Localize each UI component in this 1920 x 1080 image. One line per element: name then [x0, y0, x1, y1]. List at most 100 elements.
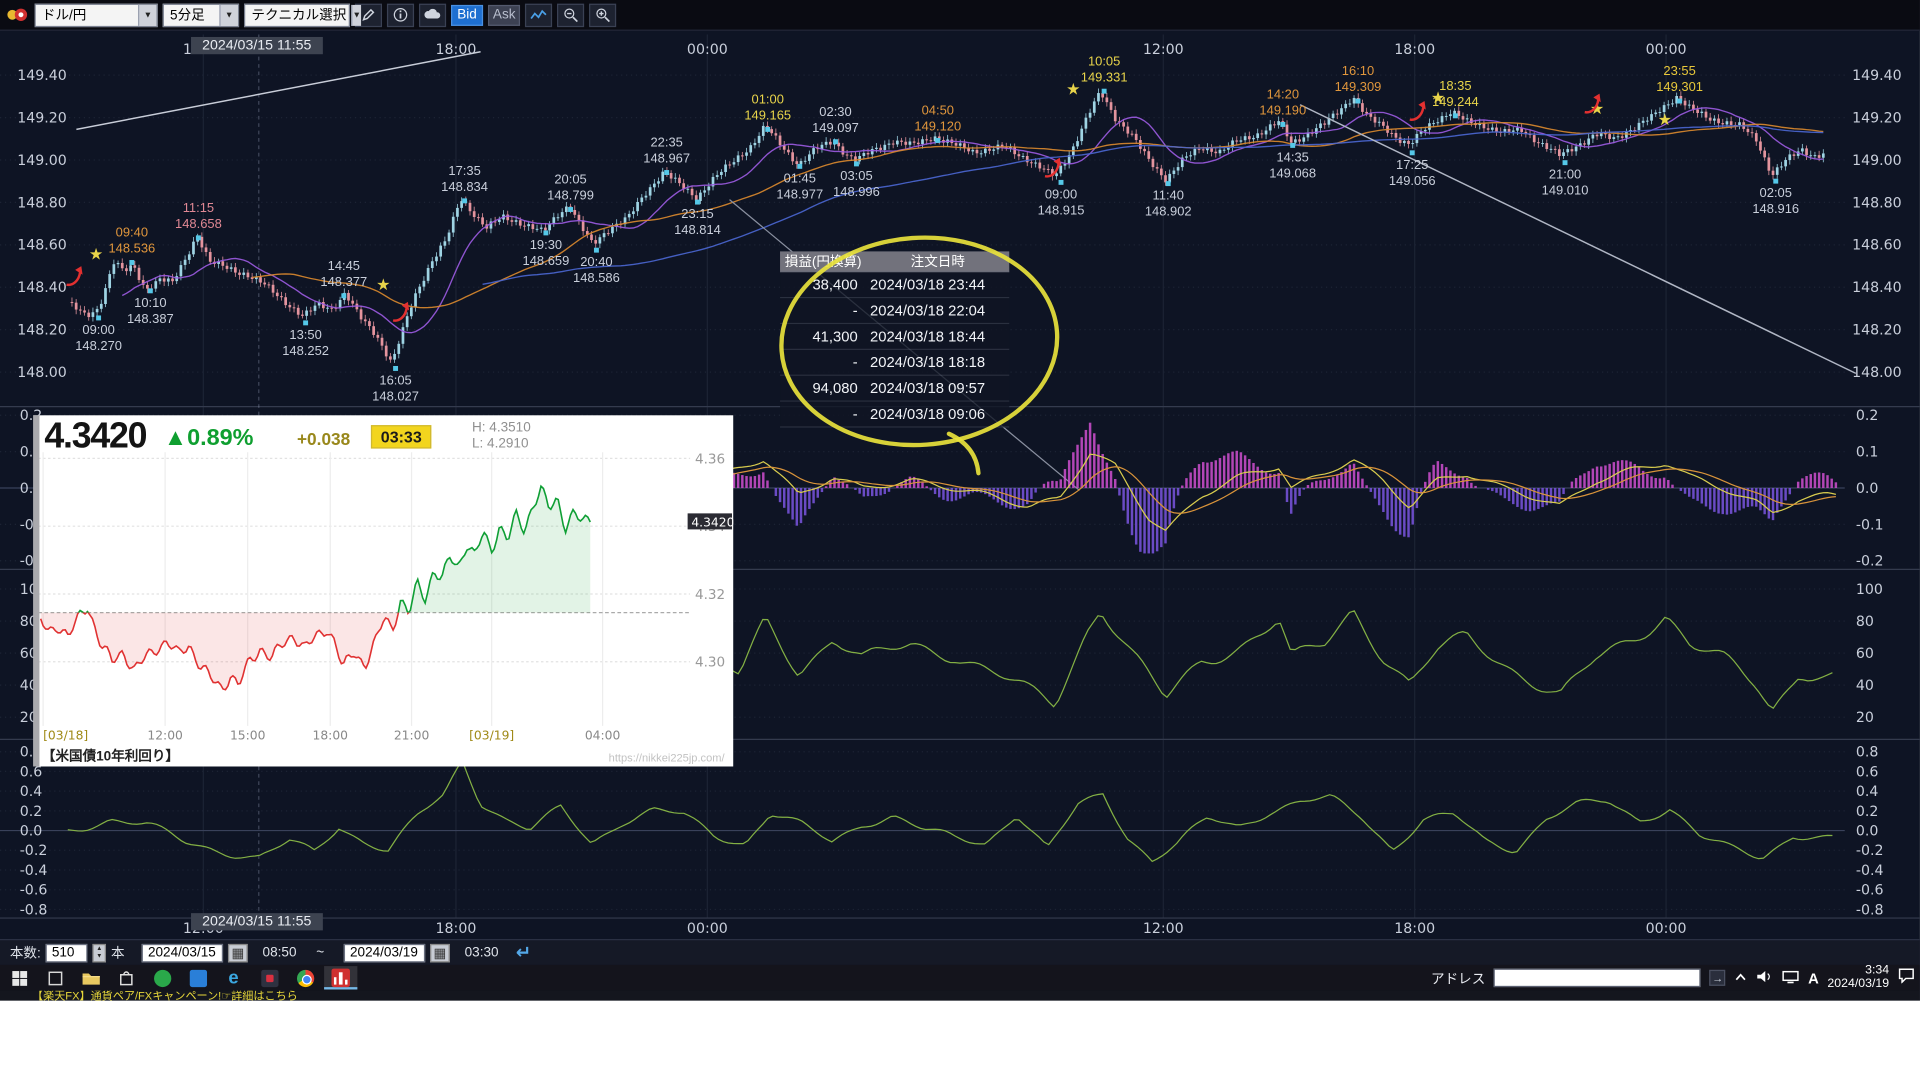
- time-tick-label: 18:00: [1394, 42, 1435, 58]
- price-tick-label: 148.60: [1852, 238, 1902, 254]
- panel-tick-label: -0.6: [1856, 883, 1884, 899]
- panel-tick-label: 0.8: [1856, 745, 1879, 761]
- file-explorer-button[interactable]: [74, 966, 107, 989]
- order-row[interactable]: 38,400 2024/03/18 23:44: [780, 272, 1010, 299]
- task-view-button[interactable]: [38, 966, 71, 989]
- calendar-from-button[interactable]: ▦: [228, 943, 248, 962]
- count-spinner[interactable]: ▲ ▼: [92, 943, 107, 962]
- chart-type-button[interactable]: [525, 3, 553, 27]
- chrome-button[interactable]: [288, 966, 321, 989]
- clock-date: 2024/03/19: [1827, 976, 1890, 991]
- order-time: 2024/03/18 18:44: [870, 327, 986, 346]
- tray-chevron-up-icon[interactable]: [1734, 967, 1748, 989]
- task-view-icon: [47, 970, 62, 985]
- price-tick-label: 149.00: [17, 153, 67, 169]
- panel-tick-label: 60: [20, 646, 38, 662]
- blue-app-button[interactable]: [181, 966, 214, 989]
- panel-tick-label: -0.1: [1856, 517, 1884, 533]
- order-row[interactable]: 94,080 2024/03/18 09:57: [780, 375, 1010, 402]
- network-icon[interactable]: [1782, 967, 1799, 989]
- dark-app-icon: [260, 969, 278, 987]
- zoom-out-button[interactable]: [557, 3, 585, 27]
- orders-header-row: 損益(円換算) 注文日時: [780, 251, 1010, 273]
- price-tick-label: 148.80: [1852, 195, 1902, 211]
- date-to-input[interactable]: 2024/03/19: [343, 943, 426, 962]
- speaker-icon[interactable]: [1756, 967, 1773, 989]
- price-tick-label: 148.00: [17, 365, 67, 381]
- order-time: 2024/03/18 09:57: [870, 379, 986, 397]
- order-row[interactable]: 41,300 2024/03/18 18:44: [780, 324, 1010, 350]
- trading-app-button[interactable]: [324, 966, 358, 990]
- crosshair-time-tooltip-top: 2024/03/15 11:55: [191, 36, 323, 55]
- price-tick-label: 149.20: [17, 111, 67, 127]
- order-time: 2024/03/18 09:06: [870, 405, 986, 423]
- count-unit: 本: [110, 946, 125, 962]
- calendar-to-button[interactable]: ▦: [430, 943, 450, 962]
- panel-tick-label: 0.0: [20, 823, 43, 839]
- address-go-button[interactable]: →: [1709, 969, 1726, 986]
- panel-tick-label: 0.2: [20, 804, 43, 820]
- panel-tick-label: 100: [1856, 582, 1883, 598]
- date-from-input[interactable]: 2024/03/15: [141, 943, 224, 962]
- edge-button[interactable]: e: [217, 966, 250, 989]
- green-app-icon: [153, 969, 171, 987]
- orders-header-time: 注文日時: [910, 255, 965, 270]
- panel-tick-label: 0.4: [20, 784, 43, 800]
- svg-text:12:00: 12:00: [147, 728, 183, 742]
- order-row[interactable]: - 2024/03/18 18:18: [780, 349, 1010, 376]
- chrome-icon: [296, 969, 314, 987]
- price-tick-label: 148.40: [17, 280, 67, 296]
- ime-indicator[interactable]: A: [1808, 969, 1819, 987]
- taskbar-left: e: [0, 966, 358, 990]
- panel-tick-label: 0.2: [1856, 408, 1879, 424]
- info-icon: [393, 8, 408, 22]
- svg-text:4.36: 4.36: [695, 451, 725, 467]
- inset-scrollbar[interactable]: [33, 415, 40, 767]
- svg-text:[03/18]: [03/18]: [43, 728, 88, 742]
- store-button[interactable]: [110, 966, 143, 989]
- bid-button[interactable]: Bid: [451, 4, 484, 26]
- taskbar-right: アドレス → A 3:34 2024/03/19: [1431, 964, 1915, 991]
- panel-tick-label: 20: [20, 710, 38, 726]
- notification-center-icon[interactable]: [1898, 967, 1915, 989]
- price-tick-label: 149.20: [1852, 111, 1902, 127]
- order-pl: 41,300: [812, 327, 858, 346]
- svg-text:[03/19]: [03/19]: [469, 728, 514, 742]
- calendar-icon: ▦: [231, 945, 245, 961]
- price-tick-label: 148.20: [1852, 323, 1902, 339]
- yield-time-badge: 03:33: [370, 425, 432, 449]
- info-button[interactable]: [386, 3, 415, 27]
- address-input[interactable]: [1493, 968, 1701, 988]
- yield-price: 4.3420: [44, 416, 147, 456]
- dark-app-button[interactable]: [253, 966, 286, 989]
- ask-button[interactable]: Ask: [487, 4, 521, 26]
- panel-tick-label: -0.8: [20, 902, 48, 918]
- technical-select[interactable]: テクニカル選択 ▼: [243, 3, 361, 27]
- svg-text:18:00: 18:00: [313, 728, 349, 742]
- reload-range-button[interactable]: ↵: [515, 942, 532, 964]
- zoom-in-button[interactable]: [589, 3, 617, 27]
- green-app-button[interactable]: [145, 966, 178, 989]
- time-from-label: 08:50: [262, 945, 297, 960]
- order-pl: -: [852, 301, 858, 320]
- bond-yield-inset: 4.364.344.324.30[03/18]12:0015:0018:0021…: [33, 415, 734, 767]
- panel-tick-label: 0.4: [1856, 784, 1879, 800]
- svg-text:4.3420: 4.3420: [691, 515, 733, 529]
- count-input[interactable]: 510: [45, 943, 88, 962]
- pair-select[interactable]: ドル/円 ▼: [34, 3, 158, 27]
- count-label: 本数:: [9, 946, 41, 962]
- app-logo-icon: [5, 5, 30, 25]
- trading-app-icon: [331, 968, 350, 988]
- svg-text:4.30: 4.30: [695, 655, 725, 671]
- time-tick-label: 12:00: [1143, 921, 1184, 937]
- order-row[interactable]: - 2024/03/18 22:04: [780, 298, 1010, 325]
- campaign-ticker[interactable]: 【楽天FX】通貨ペア/FXキャンペーン!☞詳細はこちら: [0, 990, 1920, 1001]
- time-tick-label: 18:00: [436, 42, 477, 58]
- order-row[interactable]: - 2024/03/18 09:06: [780, 401, 1010, 428]
- panel-tick-label: -0.2: [20, 843, 48, 859]
- timeframe-select[interactable]: 5分足 ▼: [162, 3, 240, 27]
- start-button[interactable]: [2, 966, 35, 989]
- taskbar-clock[interactable]: 3:34 2024/03/19: [1827, 964, 1890, 991]
- price-tick-label: 148.80: [17, 195, 67, 211]
- cloud-save-button[interactable]: [418, 3, 447, 27]
